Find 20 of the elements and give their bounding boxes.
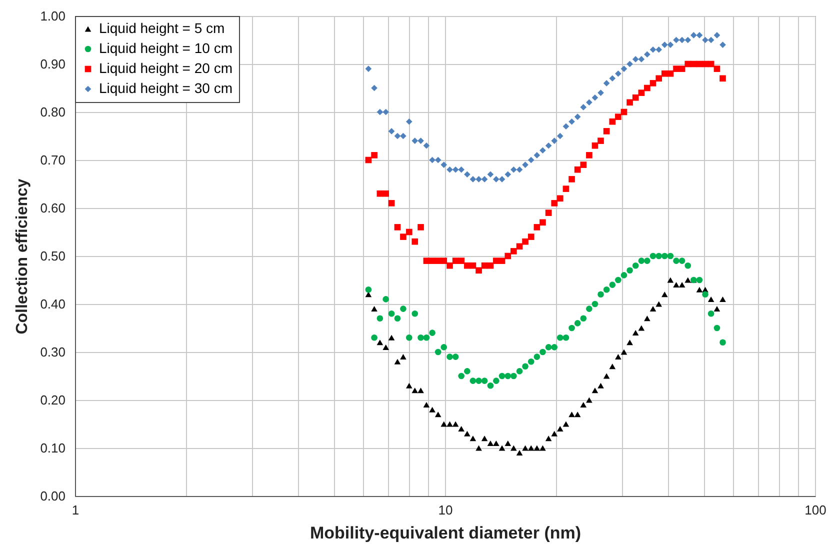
y-tick-label: 0.20 xyxy=(40,392,66,408)
y-tick-label: 0.40 xyxy=(40,296,66,312)
legend-label: Liquid height = 10 cm xyxy=(99,40,232,56)
y-tick-label: 0.70 xyxy=(40,152,66,168)
y-tick-label: 0.10 xyxy=(40,440,66,456)
x-axis-title: Mobility-equivalent diameter (nm) xyxy=(310,524,582,542)
y-tick-label: 0.80 xyxy=(40,104,66,120)
y-tick-label: 0.00 xyxy=(40,488,66,504)
x-tick-label: 10 xyxy=(438,502,453,518)
y-tick-label: 0.30 xyxy=(40,344,66,360)
legend-label: Liquid height = 20 cm xyxy=(99,60,232,76)
y-tick-label: 1.00 xyxy=(40,8,66,24)
x-tick-label: 1 xyxy=(72,502,80,518)
y-axis-title: Collection efficiency xyxy=(14,178,32,334)
y-tick-label: 0.90 xyxy=(40,56,66,72)
y-tick-label: 0.50 xyxy=(40,248,66,264)
legend-label: Liquid height = 30 cm xyxy=(99,80,232,96)
legend-label: Liquid height = 5 cm xyxy=(99,20,225,36)
y-tick-label: 0.60 xyxy=(40,200,66,216)
x-tick-label: 100 xyxy=(804,502,826,518)
